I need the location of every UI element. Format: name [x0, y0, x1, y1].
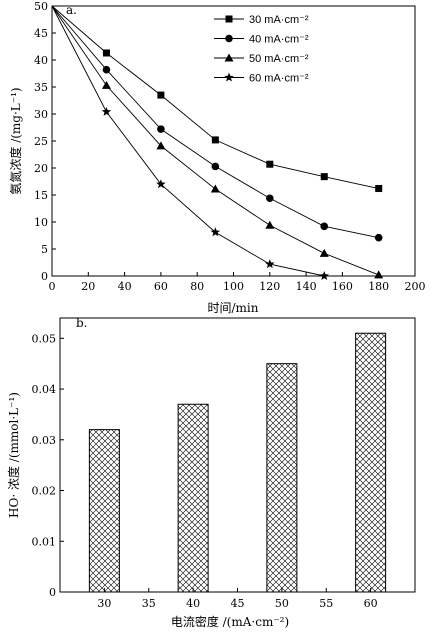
x-tick-label: 100 [223, 280, 244, 293]
chart-b-bars [88, 332, 387, 593]
chart-a: 0 20 40 60 80 100 120 140 160 180 200 0 5 10 15 20 25 30 3… [8, 0, 426, 315]
data-point [266, 194, 274, 203]
data-point [210, 227, 221, 237]
x-tick-label: 80 [190, 280, 204, 293]
x-tick-label: 60 [364, 597, 378, 610]
data-point [102, 65, 111, 74]
y-tick-label: 35 [34, 81, 48, 94]
data-point [101, 106, 112, 116]
chart-a-frame [51, 5, 416, 277]
legend-marker [224, 72, 234, 82]
x-tick-label: 40 [118, 280, 132, 293]
y-tick-label: 20 [34, 162, 48, 175]
x-tick-label: 50 [275, 597, 289, 610]
data-point [320, 173, 328, 181]
chart-b-ticks: 30 35 40 45 50 55 60 0 0.01 0.02 0.03 0.04 0.05 [32, 332, 378, 610]
data-point [375, 185, 383, 193]
x-tick-label: 30 [97, 597, 111, 610]
data-point [156, 179, 166, 189]
data-point [101, 80, 111, 89]
x-tick-label: 200 [405, 280, 426, 293]
x-tick-label: 180 [368, 280, 389, 293]
x-tick-label: 140 [296, 280, 317, 293]
chart-b: 30 35 40 45 50 55 60 0 0.01 0.02 0.03 0.04 0.05 b. 电… [6, 316, 416, 629]
data-point [320, 222, 329, 231]
y-tick-label: 10 [34, 216, 48, 229]
chart-b-panel-label: b. [76, 316, 88, 330]
legend-marker [225, 34, 233, 43]
legend-label: 50 mA·cm⁻² [249, 53, 309, 65]
chart-a-y-axis-label: 氨氮浓度 /(mg·L⁻¹) [8, 87, 23, 194]
data-point [157, 91, 165, 99]
y-tick-label: 50 [34, 0, 48, 13]
chart-a-panel-label: a. [66, 3, 77, 17]
data-point [265, 259, 275, 269]
data-point [266, 160, 274, 168]
x-tick-label: 60 [154, 280, 168, 293]
legend-marker [225, 15, 233, 23]
data-point [265, 220, 275, 229]
chart-b-x-axis-label: 电流密度 /(mA·cm⁻²) [171, 614, 289, 629]
bar [355, 332, 387, 593]
legend-marker [224, 53, 234, 62]
y-tick-label: 0 [41, 270, 48, 283]
bar [177, 403, 209, 593]
y-tick-label: 0.02 [32, 485, 57, 498]
y-tick-label: 30 [34, 108, 48, 121]
chart-a-lines [51, 5, 384, 281]
data-point [211, 136, 219, 144]
y-tick-label: 40 [34, 54, 48, 67]
series-line [51, 5, 325, 277]
legend-label: 40 mA·cm⁻² [249, 34, 309, 46]
y-tick-label: 25 [34, 135, 48, 148]
x-tick-label: 35 [142, 597, 156, 610]
series-line [51, 5, 379, 239]
series-line [51, 5, 379, 189]
chart-a-ticks: 0 20 40 60 80 100 120 140 160 180 200 0 5 10 15 20 25 30 3… [34, 0, 426, 293]
x-tick-label: 20 [81, 280, 95, 293]
y-tick-label: 0.03 [32, 434, 57, 447]
chart-b-y-axis-label: HO· 浓度 /(mmol·L⁻¹) [6, 392, 21, 518]
chart-a-x-axis-label: 时间/min [208, 301, 259, 315]
chart-a-legend: 30 mA·cm⁻² 40 mA·cm⁻² 50 mA·cm⁻² 60 mA·cm⁻² [214, 14, 309, 85]
y-tick-label: 0.04 [32, 383, 57, 396]
x-tick-label: 55 [319, 597, 333, 610]
legend-label: 60 mA·cm⁻² [249, 73, 309, 85]
data-point [374, 233, 383, 242]
data-point [319, 248, 329, 257]
y-tick-label: 0.05 [32, 332, 57, 345]
x-tick-label: 0 [49, 280, 56, 293]
x-tick-label: 45 [231, 597, 245, 610]
bar [266, 363, 298, 593]
y-tick-label: 45 [34, 27, 48, 40]
legend-label: 30 mA·cm⁻² [249, 14, 309, 26]
data-point [156, 141, 166, 150]
y-tick-label: 5 [41, 243, 48, 256]
y-tick-label: 0 [49, 586, 56, 599]
data-point [374, 270, 384, 279]
y-tick-label: 0.01 [32, 535, 57, 548]
x-tick-label: 120 [259, 280, 280, 293]
bar [88, 429, 120, 593]
x-tick-label: 160 [332, 280, 353, 293]
y-tick-label: 15 [34, 189, 48, 202]
data-point [157, 125, 165, 133]
data-point [210, 184, 220, 193]
x-tick-label: 40 [186, 597, 200, 610]
data-point [211, 162, 220, 171]
data-point [102, 49, 110, 57]
data-point [319, 271, 330, 281]
